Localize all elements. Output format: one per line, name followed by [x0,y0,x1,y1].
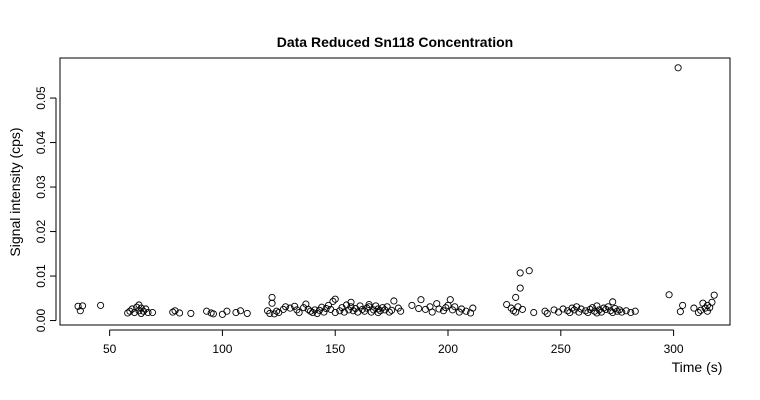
plot-frame [60,58,730,325]
data-point [409,302,415,308]
x-tick-label: 200 [438,342,458,356]
y-axis-label: Signal intensity (cps) [7,127,23,256]
y-tick-label: 0.03 [34,175,48,199]
data-point [513,294,519,300]
data-point [447,297,453,303]
data-point [677,309,683,315]
y-tick-label: 0.04 [34,131,48,155]
x-tick-label: 300 [664,342,684,356]
data-point [269,300,275,306]
data-point [416,305,422,311]
data-point [517,270,523,276]
data-point [418,297,424,303]
x-tick-label: 250 [551,342,571,356]
data-point [224,308,230,314]
x-tick-label: 50 [103,342,117,356]
x-axis: 50 100 150 200 250 300 [103,330,684,356]
y-tick-label: 0.05 [34,86,48,110]
chart-title: Data Reduced Sn118 Concentration [277,34,514,50]
data-point [711,292,717,298]
x-axis-label: Time (s) [672,359,723,375]
data-point [517,285,523,291]
data-point [526,268,532,274]
data-point [680,302,686,308]
data-point [391,298,397,304]
data-point [244,310,250,316]
data-point [357,303,363,309]
data-point [531,309,537,315]
data-point [675,65,681,71]
x-tick-label: 100 [212,342,232,356]
data-point [210,311,216,317]
data-point [429,309,435,315]
data-point [269,294,275,300]
data-point [149,309,155,315]
x-tick-label: 150 [325,342,345,356]
y-tick-label: 0.02 [34,220,48,244]
data-point [666,292,672,298]
data-point [610,299,616,305]
data-point [519,306,525,312]
data-point [422,306,428,312]
data-point [515,304,521,310]
y-tick-label: 0.00 [34,309,48,333]
y-tick-label: 0.01 [34,264,48,288]
data-point [188,310,194,316]
data-points [75,65,717,318]
data-point [709,299,715,305]
data-point [98,302,104,308]
data-point [219,311,225,317]
y-axis: 0.00 0.01 0.02 0.03 0.04 0.05 [34,86,56,332]
